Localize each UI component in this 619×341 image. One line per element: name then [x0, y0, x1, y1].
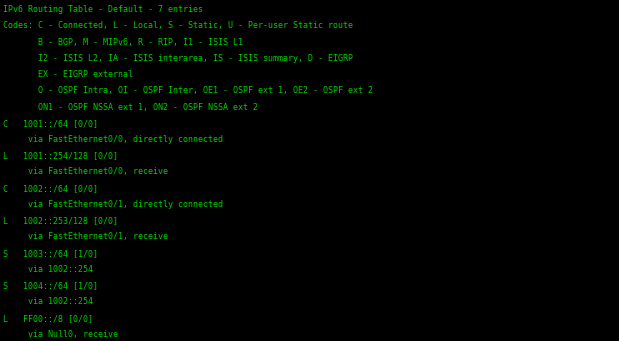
Text: EX - EIGRP external: EX - EIGRP external: [3, 70, 133, 79]
Text: S   1004::/64 [1/0]: S 1004::/64 [1/0]: [3, 281, 98, 290]
Text: L   1001::254/128 [0/0]: L 1001::254/128 [0/0]: [3, 151, 118, 160]
Text: via 1002::254: via 1002::254: [3, 297, 93, 307]
Text: via FastEthernet0/0, receive: via FastEthernet0/0, receive: [3, 167, 168, 177]
Text: via FastEthernet0/1, directly connected: via FastEthernet0/1, directly connected: [3, 200, 223, 209]
Text: via FastEthernet0/1, receive: via FastEthernet0/1, receive: [3, 233, 168, 241]
Text: L   FF00::/8 [0/0]: L FF00::/8 [0/0]: [3, 314, 93, 323]
Text: Codes: C - Connected, L - Local, S - Static, U - Per-user Static route: Codes: C - Connected, L - Local, S - Sta…: [3, 21, 353, 30]
Text: I2 - ISIS L2, IA - ISIS interarea, IS - ISIS summary, D - EIGRP: I2 - ISIS L2, IA - ISIS interarea, IS - …: [3, 54, 353, 63]
Text: IPv6 Routing Table - Default - 7 entries: IPv6 Routing Table - Default - 7 entries: [3, 5, 203, 14]
Text: S   1003::/64 [1/0]: S 1003::/64 [1/0]: [3, 249, 98, 258]
Text: B - BGP, M - MIPv6, R - RIP, I1 - ISIS L1: B - BGP, M - MIPv6, R - RIP, I1 - ISIS L…: [3, 38, 243, 47]
Text: L   1002::253/128 [0/0]: L 1002::253/128 [0/0]: [3, 216, 118, 225]
Text: via Null0, receive: via Null0, receive: [3, 330, 118, 339]
Text: C   1002::/64 [0/0]: C 1002::/64 [0/0]: [3, 184, 98, 193]
Text: via 1002::254: via 1002::254: [3, 265, 93, 274]
Text: O - OSPF Intra, OI - OSPF Inter, OE1 - OSPF ext 1, OE2 - OSPF ext 2: O - OSPF Intra, OI - OSPF Inter, OE1 - O…: [3, 86, 373, 95]
Text: C   1001::/64 [0/0]: C 1001::/64 [0/0]: [3, 119, 98, 128]
Text: via FastEthernet0/0, directly connected: via FastEthernet0/0, directly connected: [3, 135, 223, 144]
Text: ON1 - OSPF NSSA ext 1, ON2 - OSPF NSSA ext 2: ON1 - OSPF NSSA ext 1, ON2 - OSPF NSSA e…: [3, 103, 258, 112]
